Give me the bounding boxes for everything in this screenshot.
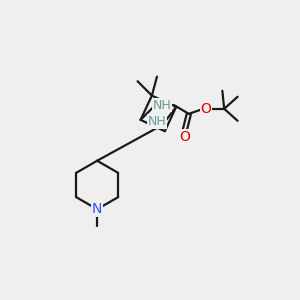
- Text: O: O: [179, 130, 190, 144]
- Text: NH: NH: [147, 115, 166, 128]
- Text: NH: NH: [153, 99, 172, 112]
- Text: N: N: [92, 202, 102, 216]
- Text: O: O: [201, 102, 212, 116]
